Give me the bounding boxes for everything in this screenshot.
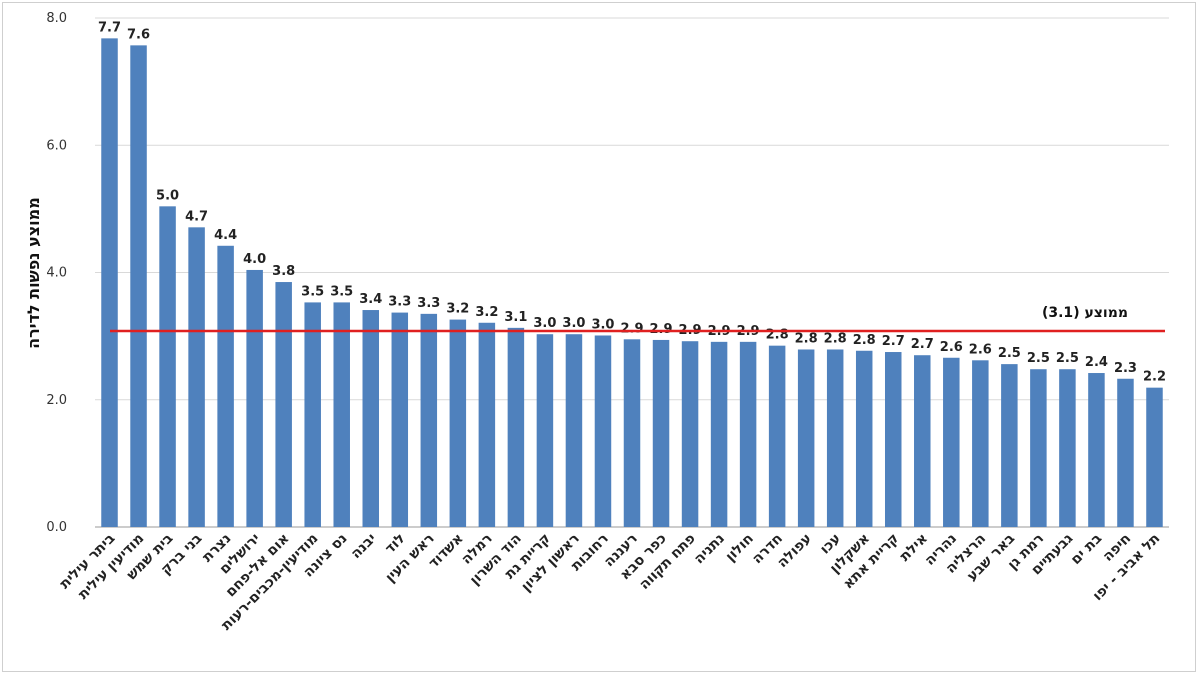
bar	[449, 319, 467, 527]
bar	[565, 334, 583, 527]
bar	[275, 282, 292, 527]
data-label: 3.3	[388, 295, 411, 310]
bar	[536, 334, 554, 527]
y-tick-labels: 0.0 2.0 4.0 6.0 8.0	[46, 11, 67, 535]
bar	[1001, 364, 1018, 527]
bar	[681, 341, 699, 527]
data-label: 7.6	[127, 27, 150, 42]
bar	[159, 206, 176, 527]
y-tick-label: 6.0	[46, 138, 67, 153]
y-tick-label: 2.0	[46, 393, 67, 408]
data-label: 2.4	[1085, 355, 1108, 370]
bar	[130, 45, 147, 527]
data-label: 2.7	[882, 334, 905, 349]
data-label: 3.1	[504, 310, 527, 325]
data-label: 2.2	[1143, 370, 1166, 385]
x-tick-label: בת ים	[1068, 531, 1105, 568]
data-labels: 7.7 7.6 5.0 4.7 4.4 4.0 3.8 3.5 3.5 3.4 3.3 3.3 3.2 3…	[98, 20, 1166, 384]
data-label: 2.8	[824, 331, 847, 346]
bar	[652, 339, 670, 527]
data-label: 3.0	[533, 316, 556, 331]
data-label: 2.9	[620, 321, 643, 336]
data-label: 3.3	[417, 296, 440, 311]
average-line-group: ממוצע (3.1)	[110, 305, 1165, 333]
data-label: 2.5	[998, 346, 1021, 361]
bar	[246, 269, 263, 527]
bar	[972, 360, 989, 527]
data-label: 2.5	[1056, 351, 1079, 366]
data-label: 3.0	[562, 316, 585, 331]
bar	[1059, 369, 1076, 527]
bar	[101, 38, 118, 528]
data-label: 2.3	[1114, 361, 1137, 376]
y-axis-label: ממוצע נפשות לדירה	[24, 197, 43, 349]
data-label: 3.5	[301, 284, 324, 299]
bar	[884, 352, 902, 527]
bar	[739, 341, 757, 527]
bar	[623, 339, 641, 527]
data-label: 2.8	[853, 333, 876, 348]
bar	[797, 349, 815, 527]
bar	[507, 327, 525, 527]
x-tick-label: יבנה	[348, 531, 380, 563]
bar	[188, 227, 205, 528]
data-label: 5.0	[156, 188, 179, 203]
bar	[304, 302, 321, 527]
bar	[594, 335, 612, 527]
bar	[855, 350, 873, 527]
y-tick-label: 8.0	[46, 11, 67, 26]
data-label: 3.2	[446, 302, 469, 317]
bar	[362, 310, 380, 527]
data-label: 3.8	[272, 264, 295, 279]
bar	[391, 312, 409, 527]
x-tick-label: נתניה	[691, 531, 728, 568]
bar	[943, 357, 960, 527]
data-label: 4.0	[243, 252, 266, 267]
data-label: 2.7	[911, 337, 934, 352]
data-label: 3.0	[591, 317, 614, 332]
bars	[101, 38, 1163, 528]
y-tick-label: 0.0	[46, 520, 67, 535]
data-label: 3.4	[359, 292, 382, 307]
bar	[217, 245, 234, 527]
data-label: 7.7	[98, 20, 121, 35]
data-label: 2.6	[940, 340, 963, 355]
data-label: 2.8	[795, 331, 818, 346]
data-label: 4.4	[214, 228, 237, 243]
average-line-label: ממוצע (3.1)	[1042, 305, 1128, 321]
bar	[333, 302, 350, 527]
bar	[478, 322, 496, 527]
bar	[1030, 369, 1047, 527]
data-label: 3.5	[330, 284, 353, 299]
bar	[420, 313, 438, 527]
data-label: 2.6	[969, 342, 992, 357]
data-label: 3.2	[475, 305, 498, 320]
bar-chart: 0.0 2.0 4.0 6.0 8.0 7.7 7.6 5.0 4.7 4.4 4.0 3.8 3.5…	[24, 11, 1169, 634]
bar	[1117, 378, 1134, 527]
bar	[914, 355, 931, 527]
bar	[826, 349, 844, 527]
y-tick-label: 4.0	[46, 266, 67, 281]
bar	[710, 341, 728, 527]
bar	[1146, 387, 1163, 527]
data-label: 2.9	[650, 322, 673, 337]
data-label: 4.7	[185, 209, 208, 224]
bar	[1088, 373, 1105, 527]
bar	[768, 345, 786, 527]
data-label: 2.5	[1027, 351, 1050, 366]
gridlines	[95, 17, 1169, 528]
